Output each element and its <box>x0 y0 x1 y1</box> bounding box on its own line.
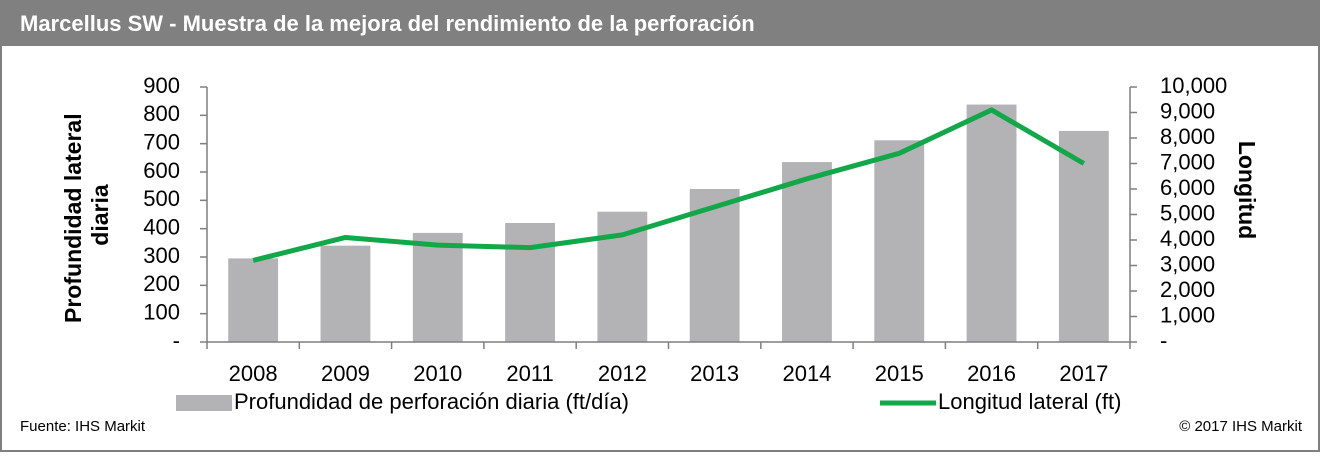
line <box>252 107 1086 263</box>
y-axis-label-line: Profundidad lateral <box>60 113 86 323</box>
y2-tick-label: 7,000 <box>1160 149 1215 174</box>
chart-title: Marcellus SW - Muestra de la mejora del … <box>20 11 755 36</box>
y2-tick-label: 6,000 <box>1160 175 1215 200</box>
y2-tick-label: 8,000 <box>1160 124 1215 149</box>
y2-tick-label: 1,000 <box>1160 302 1215 327</box>
y-tick-label: 300 <box>143 243 180 268</box>
x-tick-label: 2012 <box>598 361 647 386</box>
y-tick-label: 500 <box>143 186 180 211</box>
x-tick-label: 2015 <box>875 361 924 386</box>
y2-tick-label: 5,000 <box>1160 200 1215 225</box>
y2-tick-label: - <box>1160 328 1167 353</box>
x-tick-label: 2013 <box>690 361 739 386</box>
y-tick-label: 200 <box>143 271 180 296</box>
bar <box>966 104 1017 342</box>
x-tick-label: 2017 <box>1059 361 1108 386</box>
legend-label: Profundidad de perforación diaria (ft/dí… <box>234 389 629 414</box>
bar <box>1058 130 1109 342</box>
bar <box>505 223 555 342</box>
title-bar <box>0 0 1320 46</box>
y-tick-label: 700 <box>143 129 180 154</box>
x-tick-label: 2008 <box>229 361 278 386</box>
y2-axis-label: Longitud <box>1234 141 1260 239</box>
legend-label: Longitud lateral (ft) <box>938 389 1121 414</box>
y-axis-label: Profundidad lateral diaria <box>60 107 113 323</box>
y-tick-label: 400 <box>143 214 180 239</box>
y-tick-label: - <box>173 328 180 353</box>
bar <box>320 245 371 342</box>
x-tick-label: 2016 <box>967 361 1016 386</box>
x-tick-label: 2014 <box>782 361 831 386</box>
y-tick-label: 800 <box>143 101 180 126</box>
y2-tick-label: 10,000 <box>1160 73 1227 98</box>
y2-tick-label: 4,000 <box>1160 226 1215 251</box>
x-tick-label: 2009 <box>321 361 370 386</box>
y2-tick-label: 9,000 <box>1160 98 1215 123</box>
x-tick-label: 2011 <box>506 361 553 386</box>
y2-tick-label: 3,000 <box>1160 251 1215 276</box>
bar <box>782 162 832 342</box>
y2-tick-label: 2,000 <box>1160 277 1215 302</box>
y-tick-label: 900 <box>143 73 180 98</box>
source: Fuente: IHS Markit <box>20 418 146 435</box>
x-tick-label: 2010 <box>413 361 462 386</box>
legend-swatch <box>176 395 232 411</box>
bar <box>874 140 925 342</box>
bar <box>412 232 463 342</box>
y-tick-label: 100 <box>143 299 180 324</box>
copyright: © 2017 IHS Markit <box>1179 418 1303 435</box>
bar <box>228 258 279 342</box>
y-tick-label: 600 <box>143 158 180 183</box>
y-axis-label-line: diaria <box>87 184 113 246</box>
